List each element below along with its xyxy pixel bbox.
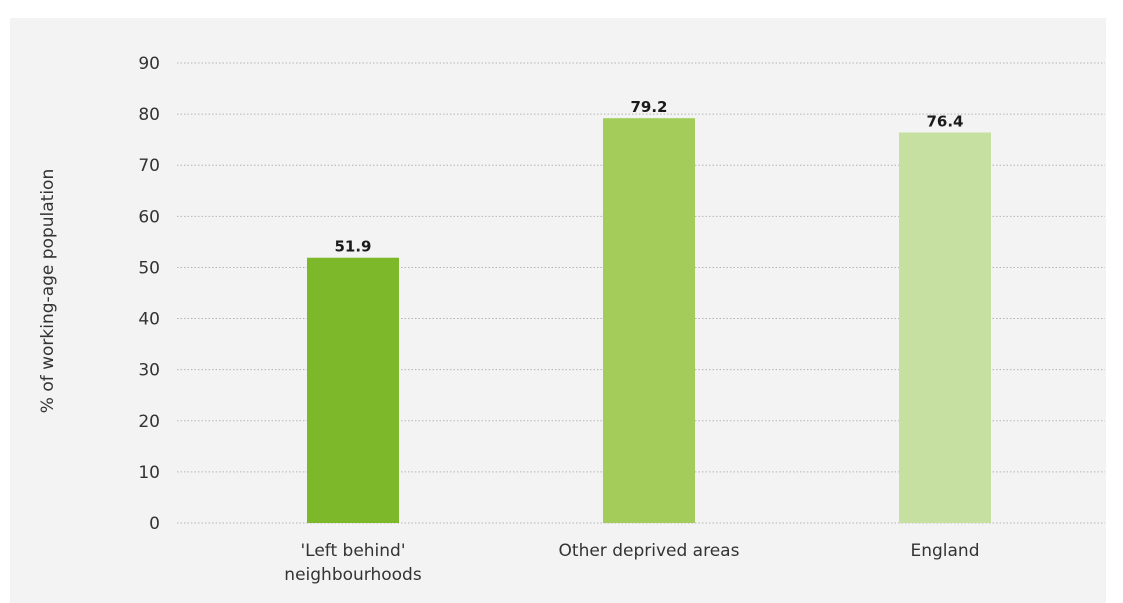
y-axis-title: % of working-age population xyxy=(38,169,58,413)
y-tick-label: 0 xyxy=(149,514,160,534)
y-tick-label: 80 xyxy=(138,105,160,125)
x-category-label: Other deprived areas xyxy=(559,541,740,561)
y-tick-label: 60 xyxy=(138,207,160,227)
y-tick-label: 20 xyxy=(138,412,160,432)
category-labels: 'Left behind' neighbourhoods Other deprive… xyxy=(284,541,979,585)
bar-value-label: 76.4 xyxy=(926,113,963,131)
y-tick-label: 40 xyxy=(138,310,160,330)
value-labels: 51.9 79.2 76.4 xyxy=(334,98,963,256)
bar xyxy=(307,257,399,523)
y-tick-label: 50 xyxy=(138,258,160,278)
x-category-label: England xyxy=(910,541,979,561)
bar-value-label: 51.9 xyxy=(334,238,371,256)
bar xyxy=(899,132,991,523)
y-tick-label: 90 xyxy=(138,54,160,74)
x-category-label: 'Left behind' xyxy=(300,541,405,561)
y-axis-ticks: 0 10 20 30 40 50 60 70 80 90 xyxy=(138,54,160,534)
bar xyxy=(603,118,695,523)
y-tick-label: 10 xyxy=(138,463,160,483)
bars xyxy=(307,118,991,523)
y-tick-label: 70 xyxy=(138,156,160,176)
y-tick-label: 30 xyxy=(138,361,160,381)
x-category-label: neighbourhoods xyxy=(284,565,422,585)
bar-value-label: 79.2 xyxy=(630,98,667,116)
